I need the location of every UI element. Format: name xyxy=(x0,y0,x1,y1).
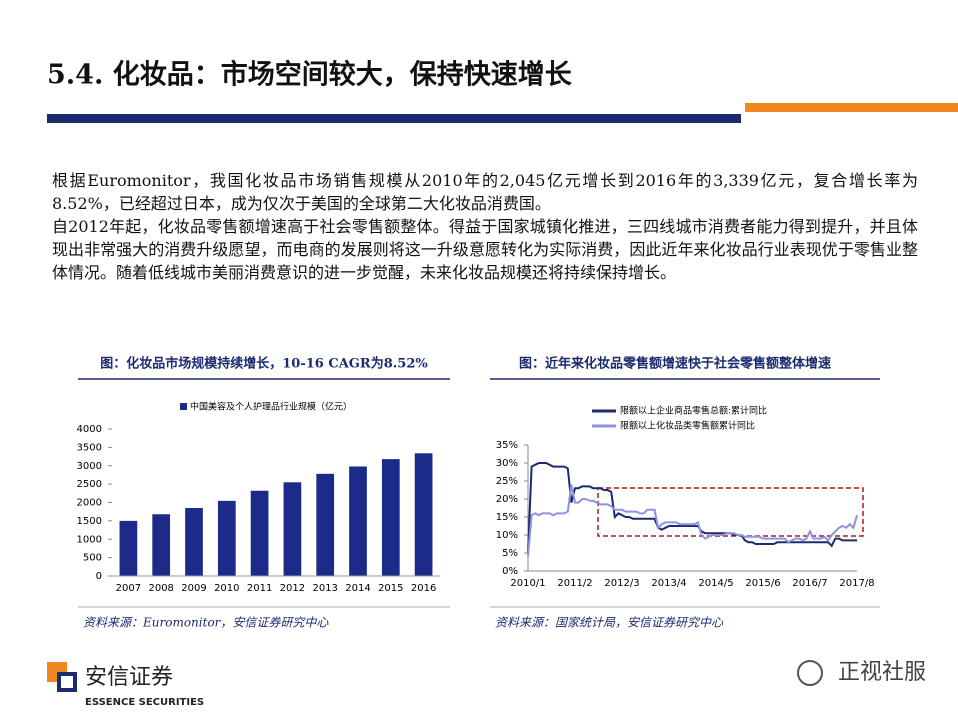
x-tick-label: 2009 xyxy=(181,583,206,594)
y-tick-label: 1500 xyxy=(77,516,102,527)
y-tick-label: 15% xyxy=(496,512,518,523)
y-tick-label: 500 xyxy=(83,553,102,564)
line-series xyxy=(527,484,858,557)
x-tick-label: 2012 xyxy=(280,583,305,594)
bar xyxy=(283,482,302,576)
x-tick-label: 2016 xyxy=(411,583,436,594)
y-tick-label: 25% xyxy=(496,476,518,487)
paragraph: 自2012年起，化妆品零售额增速高于社会零售额整体。得益于国家城镇化推进，三四线… xyxy=(52,217,918,282)
logo-square xyxy=(61,676,73,688)
x-tick-label: 2014 xyxy=(345,583,370,594)
x-tick-label: 2015 xyxy=(378,583,403,594)
x-tick-label: 2013 xyxy=(312,583,337,594)
chart-caption: 图：近年来化妆品零售额增速快于社会零售额整体增速 xyxy=(519,356,831,372)
bar xyxy=(250,490,269,576)
legend-swatch xyxy=(180,403,187,410)
x-tick-label: 2017/8 xyxy=(839,578,874,589)
y-tick-label: 0 xyxy=(96,571,102,582)
accent-bar xyxy=(745,103,958,112)
x-tick-label: 2010/1 xyxy=(510,578,545,589)
y-tick-label: 2000 xyxy=(77,498,102,509)
y-tick-label: 30% xyxy=(496,458,518,469)
y-tick-label: 2500 xyxy=(77,479,102,490)
bar xyxy=(414,453,433,576)
x-tick-label: 2012/3 xyxy=(604,578,639,589)
slide-title: 5.4. 化妆品：市场空间较大，保持快速增长 xyxy=(47,59,573,91)
x-tick-label: 2014/5 xyxy=(698,578,733,589)
x-tick-label: 2007 xyxy=(116,583,141,594)
y-tick-label: 1000 xyxy=(77,534,102,545)
line-series xyxy=(527,462,857,554)
watermark: 正视社服 xyxy=(838,660,926,685)
y-tick-label: 20% xyxy=(496,494,518,505)
x-tick-label: 2011/2 xyxy=(557,578,592,589)
bar xyxy=(152,514,171,576)
y-tick-label: 35% xyxy=(496,440,518,451)
y-tick-label: 0% xyxy=(502,566,518,577)
legend-label: 限额以上企业商品零售总额:累计同比 xyxy=(620,405,767,417)
y-tick-label: 10% xyxy=(496,530,518,541)
title-bar xyxy=(47,114,741,123)
x-tick-label: 2010 xyxy=(214,583,239,594)
paragraph: 根据Euromonitor，我国化妆品市场销售规模从2010年的2,045亿元增… xyxy=(52,171,918,213)
x-tick-label: 2015/6 xyxy=(745,578,780,589)
bar xyxy=(381,459,400,576)
bar xyxy=(185,508,203,576)
bar xyxy=(217,500,236,576)
body-text: 根据Euromonitor，我国化妆品市场销售规模从2010年的2,045亿元增… xyxy=(52,169,918,284)
bar xyxy=(349,466,367,576)
x-tick-label: 2013/4 xyxy=(651,578,686,589)
y-tick-label: 3500 xyxy=(77,442,102,453)
highlight-box xyxy=(597,487,864,537)
x-tick-label: 2016/7 xyxy=(792,578,827,589)
x-tick-label: 2008 xyxy=(148,583,173,594)
bar xyxy=(316,473,335,576)
company-name: 安信证券 xyxy=(85,665,173,690)
legend-label: 中国美容及个人护理品行业规模（亿元） xyxy=(190,401,352,413)
wechat-icon xyxy=(797,660,823,686)
company-english: ESSENCE SECURITIES xyxy=(85,697,204,708)
legend-label: 限额以上化妆品类零售额累计同比 xyxy=(620,420,755,432)
bar xyxy=(119,520,138,576)
y-tick-label: 4000 xyxy=(77,424,102,435)
y-tick-label: 5% xyxy=(502,548,518,559)
x-tick-label: 2011 xyxy=(247,583,272,594)
chart-source: 资料来源：Euromonitor，安信证券研究中心 xyxy=(83,616,329,630)
chart-caption: 图：化妆品市场规模持续增长，10-16 CAGR为8.52% xyxy=(100,356,428,372)
chart-source: 资料来源：国家统计局，安信证券研究中心 xyxy=(495,616,724,630)
y-tick-label: 3000 xyxy=(77,461,102,472)
